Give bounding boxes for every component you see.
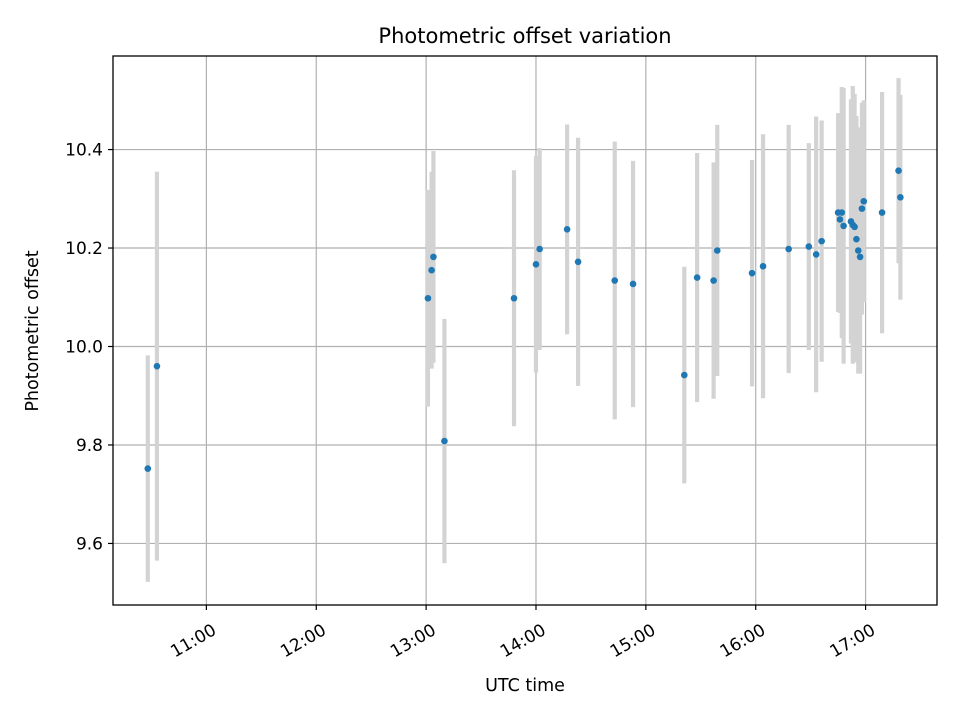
data-point	[851, 223, 858, 231]
y-axis-label: Photometric offset	[23, 250, 43, 411]
x-axis-label: UTC time	[485, 676, 565, 696]
data-point	[681, 371, 688, 379]
data-point	[574, 258, 582, 266]
data-point	[838, 209, 846, 216]
data-point	[858, 205, 866, 212]
data-point	[805, 243, 813, 250]
y-tick-label: 10.2	[65, 239, 103, 259]
y-tick-label: 10.0	[65, 338, 103, 358]
point-layer	[144, 167, 904, 472]
data-point	[629, 280, 637, 288]
data-point	[144, 465, 152, 472]
data-point	[856, 253, 864, 261]
data-point	[710, 277, 717, 284]
data-point	[441, 437, 448, 445]
data-point	[428, 266, 435, 274]
data-point	[878, 209, 886, 216]
y-tick-label: 9.8	[76, 436, 103, 456]
data-point	[748, 269, 756, 277]
data-point	[713, 247, 721, 254]
data-point	[853, 235, 860, 243]
data-point	[563, 226, 571, 233]
plot-frame	[112, 55, 938, 606]
data-point	[430, 253, 437, 261]
data-point	[510, 294, 518, 302]
data-point	[897, 194, 904, 201]
data-point	[424, 294, 432, 302]
data-point	[836, 216, 844, 223]
data-point	[860, 197, 868, 205]
y-tick-label: 9.6	[76, 534, 103, 554]
data-point	[812, 251, 820, 258]
data-point	[153, 362, 161, 370]
data-point	[532, 260, 540, 268]
data-point	[818, 237, 825, 245]
data-point	[759, 262, 767, 270]
chart-title: Photometric offset variation	[378, 24, 671, 48]
data-point	[840, 222, 847, 230]
data-point	[536, 245, 543, 253]
data-point	[854, 247, 862, 254]
data-point	[611, 277, 619, 284]
data-point	[895, 167, 902, 175]
y-tick-label: 10.4	[65, 141, 103, 161]
data-point	[785, 245, 792, 253]
data-point	[693, 274, 701, 281]
